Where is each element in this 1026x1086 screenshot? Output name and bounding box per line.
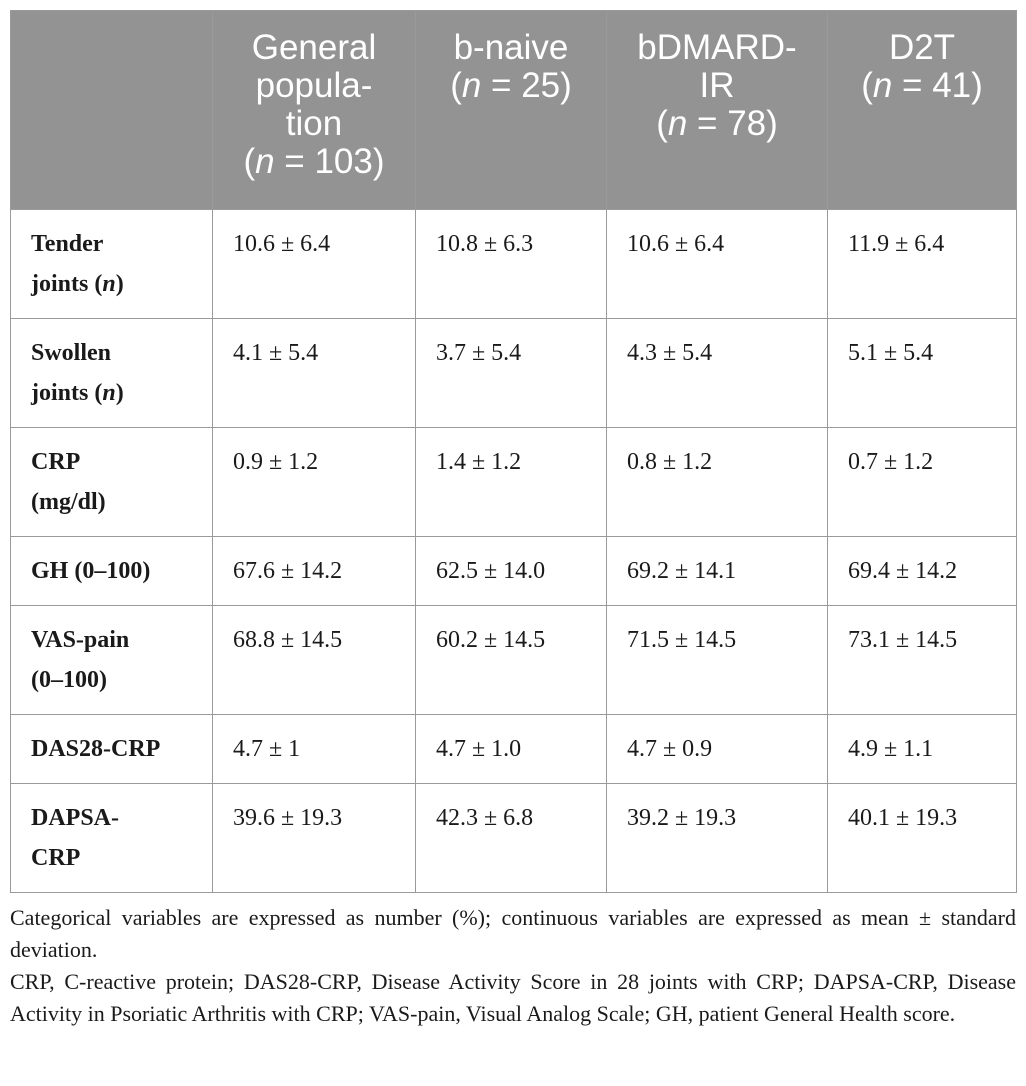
row-label-cell: Tender joints (n) — [10, 209, 213, 319]
row-label-cell: Swollen joints (n) — [10, 318, 213, 428]
row-label-cell: DAS28-CRP — [10, 714, 213, 784]
header-row: General popula- tion (n = 103) b-naive (… — [10, 10, 1017, 210]
row-label-line: VAS-pain — [31, 627, 130, 653]
row-label-line: (0–100) — [31, 667, 107, 693]
row-label-line: Swollen — [31, 340, 112, 366]
header-cell-empty — [10, 10, 213, 210]
table-cell: 0.9 ± 1.2 — [212, 427, 416, 537]
row-label-line: DAPSA- — [31, 805, 119, 831]
table-row-dapsa-crp: DAPSA- CRP 39.6 ± 19.3 42.3 ± 6.8 39.2 ±… — [10, 783, 1017, 893]
row-label-cell: GH (0–100) — [10, 536, 213, 606]
table-row-crp: CRP (mg/dl) 0.9 ± 1.2 1.4 ± 1.2 0.8 ± 1.… — [10, 427, 1017, 537]
table-row-gh: GH (0–100) 67.6 ± 14.2 62.5 ± 14.0 69.2 … — [10, 536, 1017, 606]
header-line: popula- — [255, 66, 373, 105]
row-label-line: CRP — [31, 449, 81, 475]
row-label-cell: CRP (mg/dl) — [10, 427, 213, 537]
table-cell: 10.6 ± 6.4 — [606, 209, 828, 319]
header-cell-general-population: General popula- tion (n = 103) — [212, 10, 416, 210]
table-cell: 39.2 ± 19.3 — [606, 783, 828, 893]
table-cell: 11.9 ± 6.4 — [827, 209, 1017, 319]
clinical-characteristics-table: General popula- tion (n = 103) b-naive (… — [10, 10, 1017, 893]
row-label-line: joints (n) — [31, 271, 124, 297]
header-line: IR — [699, 66, 735, 105]
table-cell: 4.7 ± 1 — [212, 714, 416, 784]
table-container: General popula- tion (n = 103) b-naive (… — [10, 10, 1017, 893]
table-cell: 0.8 ± 1.2 — [606, 427, 828, 537]
header-line: General — [251, 28, 377, 67]
row-label-line: (mg/dl) — [31, 489, 106, 515]
table-cell: 62.5 ± 14.0 — [415, 536, 607, 606]
row-label-cell: DAPSA- CRP — [10, 783, 213, 893]
header-n: (n = 25) — [450, 66, 572, 105]
table-cell: 40.1 ± 19.3 — [827, 783, 1017, 893]
table-cell: 10.6 ± 6.4 — [212, 209, 416, 319]
table-cell: 10.8 ± 6.3 — [415, 209, 607, 319]
header-line: bDMARD- — [637, 28, 797, 67]
row-label-line: Tender — [31, 231, 104, 257]
table-row-tender-joints: Tender joints (n) 10.6 ± 6.4 10.8 ± 6.3 … — [10, 209, 1017, 319]
table-footnotes: Categorical variables are expressed as n… — [10, 902, 1016, 1030]
table-row-vas-pain: VAS-pain (0–100) 68.8 ± 14.5 60.2 ± 14.5… — [10, 605, 1017, 715]
header-n: (n = 41) — [861, 66, 983, 105]
table-cell: 39.6 ± 19.3 — [212, 783, 416, 893]
table-cell: 4.7 ± 0.9 — [606, 714, 828, 784]
row-label-line: CRP — [31, 845, 81, 871]
header-cell-b-naive: b-naive (n = 25) — [415, 10, 607, 210]
table-cell: 69.2 ± 14.1 — [606, 536, 828, 606]
footnote-text: CRP, C-reactive protein; DAS28-CRP, Dise… — [10, 969, 1016, 1026]
table-cell: 42.3 ± 6.8 — [415, 783, 607, 893]
row-label-line: DAS28-CRP — [31, 736, 161, 762]
table-cell: 0.7 ± 1.2 — [827, 427, 1017, 537]
table-cell: 67.6 ± 14.2 — [212, 536, 416, 606]
table-cell: 1.4 ± 1.2 — [415, 427, 607, 537]
header-line: tion — [285, 104, 343, 143]
header-line: D2T — [888, 28, 956, 67]
table-cell: 4.3 ± 5.4 — [606, 318, 828, 428]
row-label-line: GH (0–100) — [31, 558, 151, 584]
table-cell: 68.8 ± 14.5 — [212, 605, 416, 715]
row-label-line: joints (n) — [31, 380, 124, 406]
table-cell: 3.7 ± 5.4 — [415, 318, 607, 428]
table-cell: 73.1 ± 14.5 — [827, 605, 1017, 715]
row-label-cell: VAS-pain (0–100) — [10, 605, 213, 715]
table-cell: 69.4 ± 14.2 — [827, 536, 1017, 606]
header-line: b-naive — [453, 28, 569, 67]
header-cell-d2t: D2T (n = 41) — [827, 10, 1017, 210]
table-cell: 60.2 ± 14.5 — [415, 605, 607, 715]
footnote-text: Categorical variables are expressed as n… — [10, 905, 1016, 962]
header-n: (n = 78) — [656, 104, 778, 143]
table-row-das28-crp: DAS28-CRP 4.7 ± 1 4.7 ± 1.0 4.7 ± 0.9 4.… — [10, 714, 1017, 784]
table-row-swollen-joints: Swollen joints (n) 4.1 ± 5.4 3.7 ± 5.4 4… — [10, 318, 1017, 428]
table-cell: 4.1 ± 5.4 — [212, 318, 416, 428]
table-cell: 4.9 ± 1.1 — [827, 714, 1017, 784]
table-cell: 4.7 ± 1.0 — [415, 714, 607, 784]
header-n: (n = 103) — [243, 142, 385, 181]
table-cell: 5.1 ± 5.4 — [827, 318, 1017, 428]
table-cell: 71.5 ± 14.5 — [606, 605, 828, 715]
header-cell-bdmard-ir: bDMARD- IR (n = 78) — [606, 10, 828, 210]
